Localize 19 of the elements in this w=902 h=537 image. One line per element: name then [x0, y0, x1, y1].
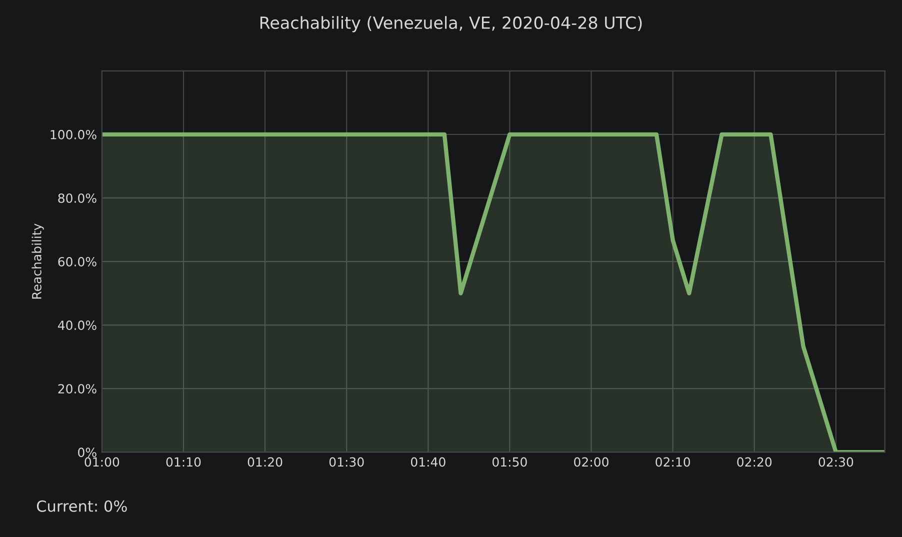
y-axis-title: Reachability [32, 224, 44, 299]
y-tick-label: 40.0% [58, 320, 96, 330]
x-tick-label: 01:30 [329, 457, 364, 467]
x-tick-label: 01:10 [166, 457, 201, 467]
y-tick-label: 0% [78, 448, 96, 458]
y-tick-label: 20.0% [58, 384, 96, 394]
x-tick-label: 01:00 [84, 457, 120, 467]
x-tick-label: 02:00 [574, 457, 608, 467]
x-tick-label: 01:20 [248, 457, 282, 467]
x-tick-label: 02:20 [737, 457, 772, 467]
x-tick-label: 01:40 [410, 457, 446, 467]
x-tick-label: 02:30 [818, 457, 854, 467]
y-tick-label: 80.0% [58, 193, 96, 203]
x-tick-label: 02:10 [656, 457, 690, 467]
y-tick-label: 100.0% [50, 130, 96, 140]
text: Current: 0% [36, 500, 127, 512]
y-tick-label: 60.0% [58, 256, 96, 266]
x-tick-label: 01:50 [492, 457, 527, 467]
chart-title: Reachability (Venezuela, VE, 2020-04-28 UTC) [260, 16, 642, 32]
